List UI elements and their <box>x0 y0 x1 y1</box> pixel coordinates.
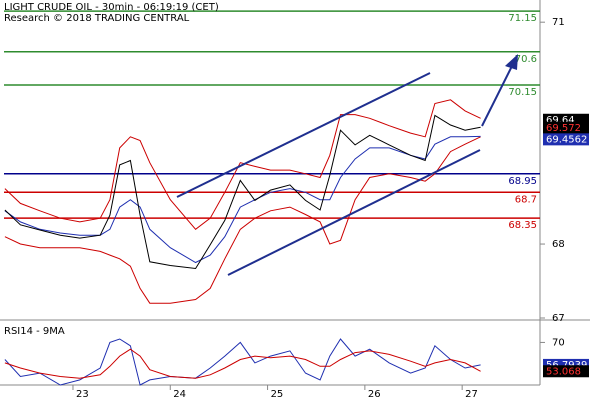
y-tick-label: 68 <box>552 239 565 250</box>
panel-title: RSI14 - 9MA <box>4 326 65 337</box>
price-marker <box>543 365 589 378</box>
series-line <box>4 338 481 386</box>
series-line <box>4 114 481 270</box>
level-label: 68.7 <box>515 194 537 205</box>
level-label: 70.15 <box>508 87 537 98</box>
price-marker-label: 69.64 <box>546 115 575 126</box>
x-tick-label: 26 <box>368 389 381 400</box>
channel-line <box>176 72 431 198</box>
series-line <box>4 136 481 304</box>
x-tick-label: 23 <box>76 389 89 400</box>
arrow-head <box>505 54 518 70</box>
level-label: 71.15 <box>508 13 537 24</box>
level-label: 68.95 <box>508 176 537 187</box>
level-label: 70.6 <box>515 54 537 65</box>
y-tick-label: 71 <box>552 17 565 28</box>
forecast-arrow <box>481 65 513 127</box>
y-tick-label: 67 <box>552 313 565 324</box>
chart-subtitle: Research © 2018 TRADING CENTRAL <box>4 13 190 24</box>
price-marker <box>543 121 589 134</box>
chart-title: LIGHT CRUDE OIL - 30min - 06:19:19 (CET) <box>4 2 219 13</box>
price-marker-label: 69.572 <box>546 123 581 134</box>
plot: 23 24 25 26 27 67 68 71 71.15 70.6 70.15 68.95 68.7 6… <box>4 10 589 400</box>
level-label: 68.35 <box>508 220 537 231</box>
channel-line <box>227 149 481 276</box>
price-marker-label: 69.4562 <box>546 134 587 145</box>
series-line <box>4 99 481 230</box>
x-tick-label: 27 <box>465 389 478 400</box>
x-tick-label: 25 <box>271 389 284 400</box>
price-marker <box>543 133 589 146</box>
series-line <box>4 348 481 379</box>
y-tick-label: 70 <box>552 337 565 348</box>
price-marker-label: 53.068 <box>546 366 581 377</box>
x-tick-label: 24 <box>173 389 186 400</box>
